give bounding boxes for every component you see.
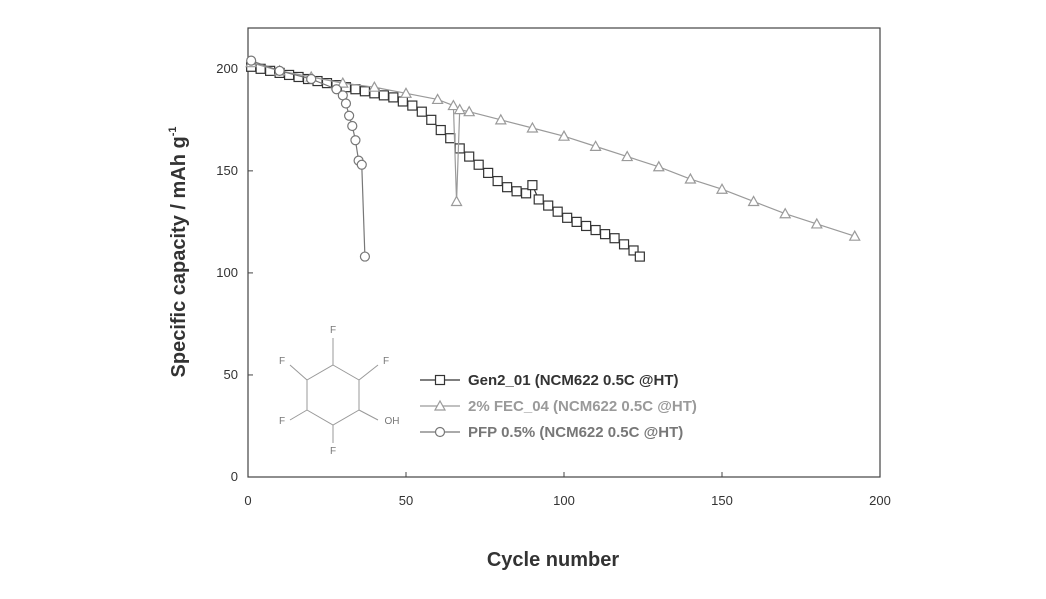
structure-label: F bbox=[279, 356, 285, 367]
marker-square bbox=[426, 114, 437, 125]
marker-square bbox=[511, 186, 522, 197]
marker-triangle bbox=[463, 105, 476, 117]
marker-triangle bbox=[494, 113, 507, 125]
marker-triangle bbox=[621, 150, 634, 162]
marker-square bbox=[378, 90, 389, 101]
marker-square bbox=[464, 151, 475, 162]
marker-circle bbox=[350, 135, 361, 146]
bond bbox=[289, 409, 308, 421]
y-tick-label: 50 bbox=[224, 367, 238, 382]
marker-circle bbox=[356, 159, 367, 170]
marker-square bbox=[581, 220, 592, 232]
bond bbox=[358, 364, 379, 381]
marker-square bbox=[599, 229, 611, 240]
marker-square bbox=[562, 212, 573, 223]
marker-square bbox=[492, 175, 503, 187]
marker-square bbox=[502, 182, 513, 193]
marker-triangle bbox=[684, 172, 697, 184]
marker-triangle bbox=[526, 121, 539, 133]
marker-circle bbox=[347, 120, 358, 132]
y-axis-label-sup: -1 bbox=[167, 127, 179, 137]
marker-triangle bbox=[336, 76, 349, 88]
marker-circle bbox=[331, 84, 342, 95]
marker-circle bbox=[246, 55, 257, 66]
marker-triangle bbox=[589, 140, 602, 151]
marker-square bbox=[350, 84, 361, 95]
marker-circle bbox=[306, 73, 317, 85]
y-axis-label-text: Specific capacity / mAh g bbox=[168, 136, 190, 377]
marker-square bbox=[571, 216, 582, 227]
legend-marker bbox=[433, 399, 447, 411]
structure-label: F bbox=[330, 325, 336, 336]
marker-triangle bbox=[399, 87, 413, 98]
marker-triangle bbox=[447, 99, 460, 111]
structure-label: F bbox=[383, 356, 389, 367]
bond bbox=[289, 364, 308, 381]
marker-square bbox=[435, 124, 446, 136]
structure-label: F bbox=[279, 416, 285, 427]
marker-triangle bbox=[557, 129, 571, 141]
marker-square bbox=[454, 143, 465, 154]
x-tick-label: 200 bbox=[869, 493, 891, 508]
marker-square bbox=[445, 133, 456, 144]
marker-square bbox=[634, 251, 645, 262]
marker-circle bbox=[344, 110, 355, 121]
marker-square bbox=[590, 224, 601, 236]
legend-label: Gen2_01 (NCM622 0.5C @HT) bbox=[468, 372, 679, 389]
marker-square bbox=[543, 200, 554, 211]
marker-square bbox=[397, 96, 408, 107]
structure-label: F bbox=[330, 446, 336, 457]
marker-square bbox=[527, 180, 538, 191]
benzene-ring bbox=[306, 364, 360, 426]
marker-triangle bbox=[715, 182, 729, 194]
y-tick-label: 0 bbox=[231, 469, 238, 484]
legend-label: 2% FEC_04 (NCM622 0.5C @HT) bbox=[468, 398, 697, 415]
marker-circle bbox=[274, 65, 285, 76]
legend-marker bbox=[434, 374, 446, 386]
marker-triangle bbox=[450, 195, 463, 207]
x-tick-label: 0 bbox=[244, 493, 251, 508]
marker-triangle bbox=[431, 93, 444, 105]
marker-square bbox=[628, 245, 639, 256]
marker-square bbox=[552, 206, 563, 217]
marker-square bbox=[618, 239, 630, 250]
legend-marker bbox=[434, 426, 446, 438]
marker-square bbox=[473, 159, 484, 170]
structure-label: OH bbox=[385, 416, 400, 427]
marker-square bbox=[520, 188, 532, 199]
bond bbox=[358, 409, 379, 421]
x-axis-label: Cycle number bbox=[487, 549, 619, 571]
marker-triangle bbox=[747, 195, 760, 207]
legend-label: PFP 0.5% (NCM622 0.5C @HT) bbox=[468, 424, 683, 441]
marker-square bbox=[388, 92, 399, 103]
marker-square bbox=[359, 86, 371, 97]
y-tick-label: 200 bbox=[216, 61, 238, 76]
marker-square bbox=[609, 233, 620, 244]
y-axis-label: Specific capacity / mAh g-1 bbox=[167, 127, 190, 378]
marker-square bbox=[533, 194, 544, 205]
x-tick-label: 100 bbox=[553, 493, 575, 508]
marker-square bbox=[483, 167, 494, 179]
structure bbox=[289, 338, 379, 443]
y-tick-label: 100 bbox=[216, 265, 238, 280]
marker-circle bbox=[340, 98, 352, 109]
marker-triangle bbox=[848, 229, 861, 241]
marker-circle bbox=[359, 251, 371, 262]
y-tick-label: 150 bbox=[216, 163, 238, 178]
marker-triangle bbox=[652, 160, 665, 172]
marker-square bbox=[416, 106, 427, 117]
marker-triangle bbox=[453, 103, 466, 115]
marker-square bbox=[407, 100, 418, 111]
x-tick-label: 150 bbox=[711, 493, 733, 508]
x-tick-label: 50 bbox=[399, 493, 413, 508]
marker-triangle bbox=[810, 217, 823, 229]
marker-triangle bbox=[779, 207, 792, 219]
marker-triangle bbox=[368, 80, 381, 92]
